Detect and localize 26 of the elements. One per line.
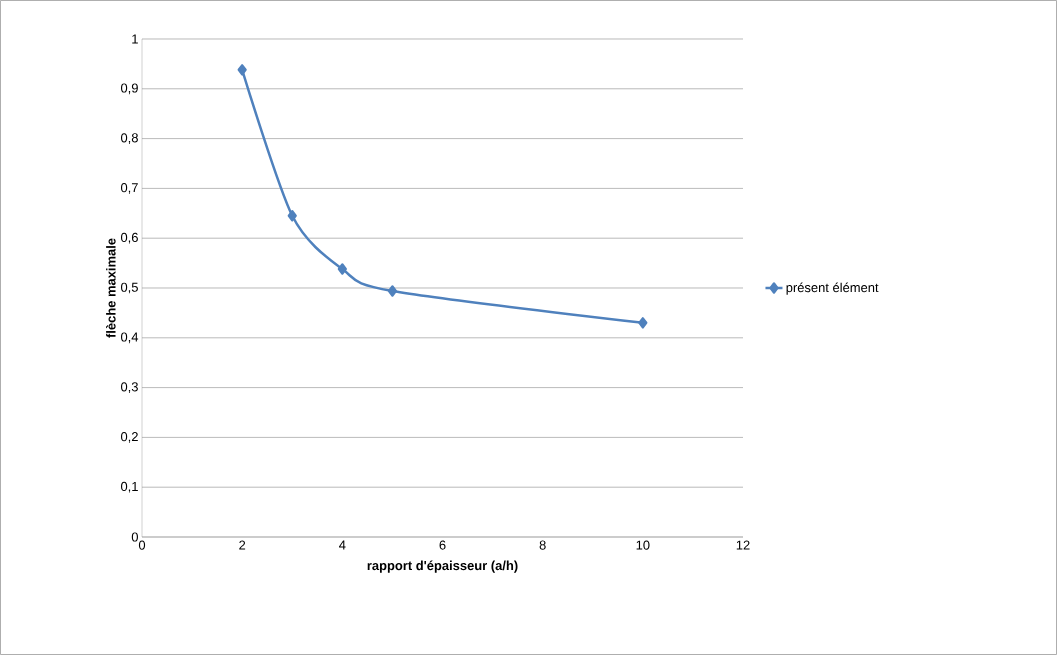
y-tick-label: 0,2 <box>120 432 138 443</box>
y-tick-label: 0,9 <box>120 83 138 95</box>
x-tick-label: 6 <box>439 540 446 550</box>
y-tick-label: 0,7 <box>120 183 138 194</box>
y-tick-label: 0,4 <box>120 332 139 344</box>
x-axis-title: rapport d'épaisseur (a/h) <box>367 560 518 573</box>
y-tick-label: 0,6 <box>120 232 138 244</box>
y-tick-label: 0 <box>131 532 138 542</box>
y-tick-label: 0,5 <box>120 282 138 294</box>
point <box>387 285 398 297</box>
point <box>638 317 648 329</box>
x-tick-label: 12 <box>736 540 750 550</box>
y-tick-label: 0,3 <box>120 382 138 393</box>
legend-label: présent élément <box>786 282 879 295</box>
y-tick-label: 0,8 <box>120 133 138 144</box>
y-axis-title: flèche maximale <box>106 238 116 338</box>
x-tick-label: 2 <box>239 540 246 550</box>
x-tick-label: 0 <box>138 540 146 550</box>
x-tick-label: 8 <box>539 540 546 550</box>
x-tick-label: 10 <box>636 540 650 550</box>
y-tick-label: 1 <box>132 34 138 44</box>
y-tick-label: 0,1 <box>120 481 138 493</box>
point <box>287 210 297 222</box>
point <box>237 64 247 76</box>
point <box>337 263 347 275</box>
x-tick-label: 4 <box>339 540 346 550</box>
